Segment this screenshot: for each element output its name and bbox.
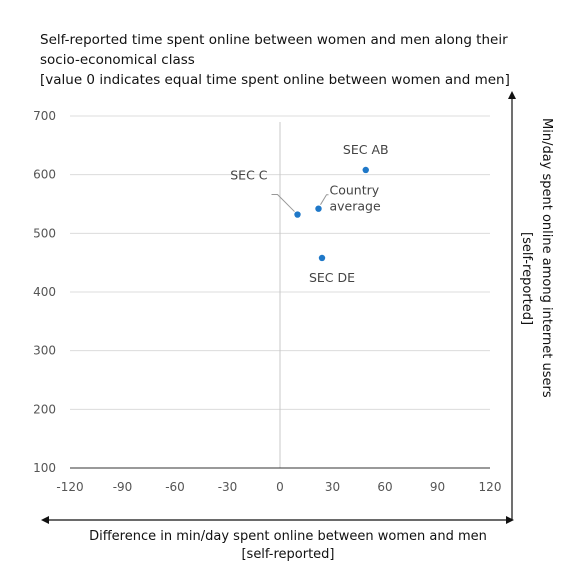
point-label-sec-c: SEC C [230,168,268,183]
point-country-average [315,205,322,212]
point-label-line-country-average-0: Country [330,183,380,198]
chart-title-line-2: socio-economical class [40,52,195,68]
point-sec-de [318,254,326,262]
arrow-left-head [41,516,49,524]
y-tick-label-400: 400 [33,285,56,299]
x-tick-label--30: -30 [218,480,238,494]
y-tick-label-600: 600 [33,168,56,182]
x-axis-label: Difference in min/day spent online betwe… [89,529,487,544]
x-tick-label-30: 30 [325,480,340,494]
y-tick-label-700: 700 [33,109,56,123]
y-axis-label: Min/day spent online among internet user… [539,118,554,398]
x-tick-label--90: -90 [113,480,133,494]
axis-arrows [41,91,516,524]
y-axis-label-sub: [self-reported] [519,232,534,325]
y-axis: 100 200 300 400 500 600 700 [33,109,56,475]
arrow-right-head [506,516,514,524]
point-label-sec-ab: SEC AB [343,142,389,157]
leader-country-average [320,194,329,205]
leader-lines [271,194,329,212]
x-tick-label-120: 120 [479,480,502,494]
y-tick-label-300: 300 [33,344,56,358]
point-sec-c [294,211,301,218]
point-label-line-country-average-1: average [330,199,381,214]
chart-title-line-1: Self-reported time spent online between … [40,32,508,48]
x-tick-label-90: 90 [430,480,445,494]
point-labels: SEC AB SEC C Country average SEC DE [230,142,388,285]
y-tick-label-100: 100 [33,461,56,475]
x-axis-label-sub: [self-reported] [241,547,334,562]
chart-subtitle: [value 0 indicates equal time spent onli… [40,72,510,88]
x-tick-label-60: 60 [377,480,392,494]
x-tick-label--120: -120 [56,480,83,494]
arrow-up-head [508,91,516,99]
point-sec-ab [362,166,369,174]
leader-sec-c [271,194,295,212]
y-tick-label-200: 200 [33,402,56,416]
point-label-sec-de: SEC DE [309,270,355,285]
x-tick-label-0: 0 [276,480,284,494]
x-axis: -120 -90 -60 -30 0 30 60 90 120 [56,467,502,494]
chart-title: Self-reported time spent online between … [40,30,570,90]
data-points [294,166,369,262]
x-tick-label--60: -60 [165,480,185,494]
point-label-country-average: Country average [330,183,381,214]
y-tick-label-500: 500 [33,226,56,240]
